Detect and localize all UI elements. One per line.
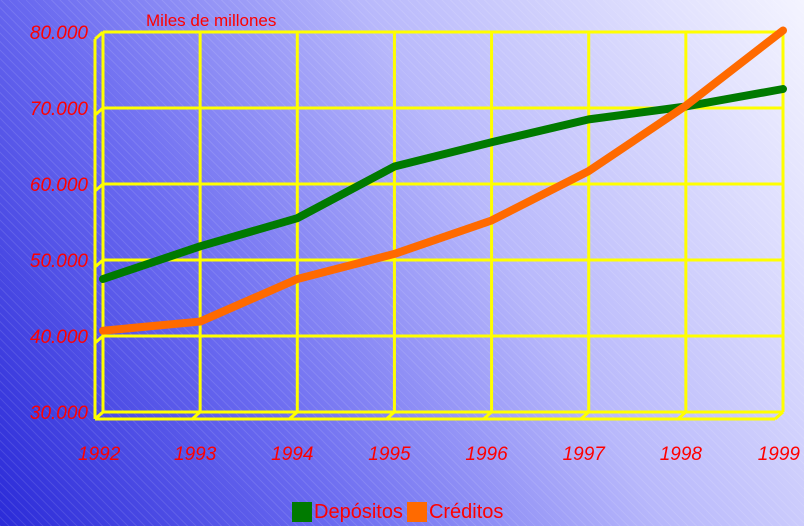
grid — [93, 30, 785, 421]
y-tick-label: 70.000 — [30, 99, 89, 120]
y-axis-labels: 30.000 40.000 50.000 60.000 70.000 80.000 — [30, 23, 89, 424]
legend: Depósitos Créditos — [292, 500, 507, 524]
series-line-0 — [99, 85, 787, 283]
x-tick-label: 1994 — [271, 444, 313, 465]
x-axis-labels: 1992 1993 1994 1995 1996 1997 1998 1999 — [78, 444, 800, 465]
legend-item-creditos: Créditos — [406, 500, 504, 524]
legend-item-depositos: Depósitos — [292, 501, 403, 524]
x-tick-label: 1999 — [758, 444, 801, 465]
y-tick-label: 60.000 — [30, 175, 89, 196]
gridline-depth — [774, 410, 784, 421]
legend-label-depositos: Depósitos — [314, 500, 403, 523]
x-tick-label: 1997 — [563, 444, 607, 465]
x-tick-label: 1998 — [660, 444, 703, 465]
x-tick-label: 1996 — [465, 444, 508, 465]
series-line-1 — [99, 26, 787, 335]
series-lines — [99, 26, 787, 335]
unit-label: Miles de millones — [146, 11, 276, 30]
x-tick-label: 1992 — [78, 444, 121, 465]
x-tick-label: 1995 — [368, 444, 411, 465]
y-tick-label: 40.000 — [30, 327, 89, 348]
y-tick-label: 80.000 — [30, 23, 89, 44]
legend-label-creditos: Créditos — [428, 500, 504, 523]
y-tick-label: 50.000 — [30, 251, 89, 272]
x-tick-label: 1993 — [174, 444, 217, 465]
legend-swatch-creditos — [406, 502, 427, 522]
legend-swatch-depositos — [292, 502, 312, 522]
y-tick-label: 30.000 — [30, 403, 89, 424]
